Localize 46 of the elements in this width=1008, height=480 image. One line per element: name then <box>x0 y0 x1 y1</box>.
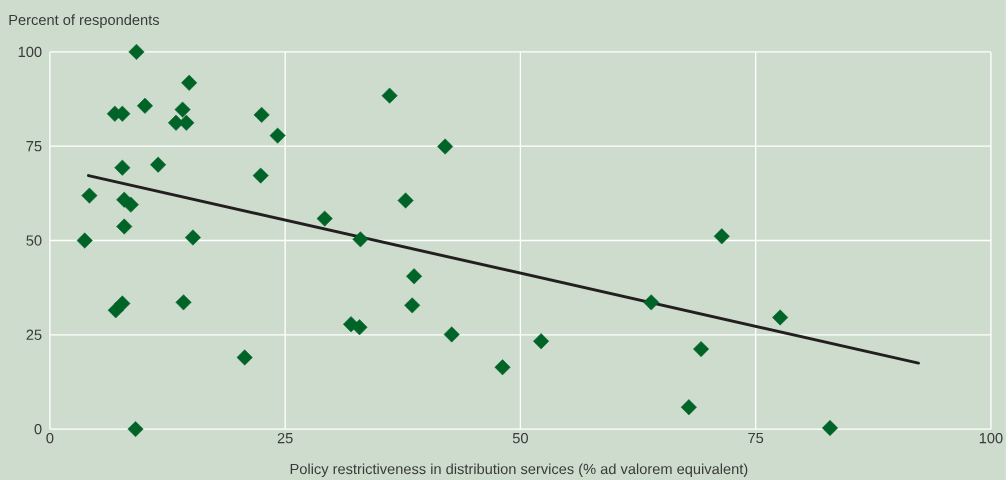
x-tick-label: 25 <box>277 432 293 444</box>
point <box>443 326 460 343</box>
point <box>114 159 131 176</box>
point <box>76 232 93 249</box>
point <box>404 297 421 314</box>
point <box>643 294 660 311</box>
x-tick-label: 50 <box>512 432 528 444</box>
point <box>116 218 133 235</box>
point <box>175 294 192 311</box>
y-tick-label: 100 <box>18 46 42 58</box>
point <box>128 43 145 60</box>
x-axis-title: Policy restrictiveness in distribution services (% ad valorem equivalent) <box>290 463 748 478</box>
point <box>81 187 98 204</box>
x-tick-label: 75 <box>748 432 764 444</box>
point <box>772 309 789 326</box>
point <box>174 101 191 118</box>
point <box>352 231 369 248</box>
point <box>406 268 423 285</box>
point <box>253 106 270 123</box>
y-tick-label: 0 <box>34 423 42 435</box>
point <box>114 295 131 312</box>
point <box>437 138 454 155</box>
point <box>236 349 253 366</box>
y-axis-title: Percent of respondents <box>9 14 160 28</box>
point <box>184 229 201 246</box>
point <box>150 156 167 173</box>
point <box>693 341 710 358</box>
point <box>181 74 198 91</box>
point <box>680 399 697 416</box>
y-tick-label: 50 <box>26 235 42 246</box>
point <box>136 97 153 114</box>
point <box>269 127 286 144</box>
point <box>494 359 511 376</box>
y-tick-label: 75 <box>26 141 42 152</box>
x-tick-label: 100 <box>979 432 1003 444</box>
point <box>252 167 269 184</box>
point <box>381 87 398 104</box>
point <box>713 228 730 245</box>
point <box>351 319 368 336</box>
point <box>822 419 838 436</box>
point <box>533 333 550 350</box>
point <box>397 192 414 209</box>
y-tick-label: 25 <box>26 329 42 340</box>
point <box>127 421 144 438</box>
point <box>316 210 333 227</box>
x-tick-label: 0 <box>46 432 54 444</box>
